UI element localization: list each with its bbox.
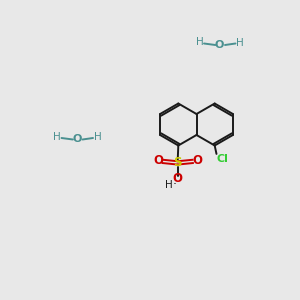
Text: O: O xyxy=(154,154,164,167)
Text: O: O xyxy=(72,134,82,145)
Text: H: H xyxy=(94,132,101,142)
Text: Cl: Cl xyxy=(216,154,228,164)
Text: O: O xyxy=(215,40,224,50)
Text: H: H xyxy=(53,131,61,142)
Text: H: H xyxy=(165,179,173,190)
Text: H: H xyxy=(236,38,244,48)
Text: H: H xyxy=(196,37,203,47)
Text: O: O xyxy=(192,154,202,167)
Text: O: O xyxy=(173,172,183,185)
Text: ·: · xyxy=(173,178,177,191)
Text: S: S xyxy=(173,156,182,170)
